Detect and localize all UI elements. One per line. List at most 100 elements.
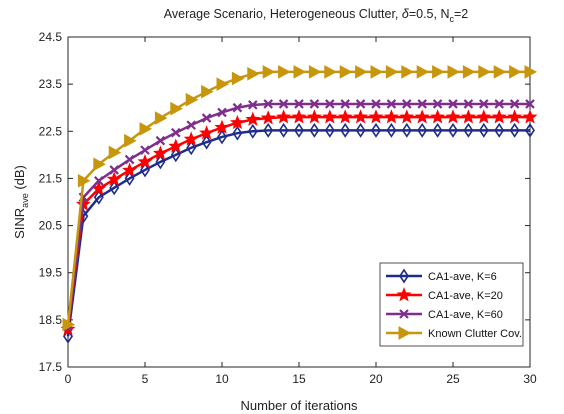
data-point <box>122 162 138 177</box>
data-point <box>493 65 507 79</box>
data-point <box>124 133 137 148</box>
legend-label: CA1-ave, K=20 <box>428 290 503 302</box>
y-tick-label: 19.5 <box>39 266 63 280</box>
data-point <box>414 109 430 124</box>
data-point <box>401 65 414 79</box>
data-point <box>386 99 397 109</box>
data-point <box>432 122 443 138</box>
data-point <box>463 99 474 109</box>
data-point <box>445 109 461 124</box>
data-point <box>276 109 292 124</box>
data-point <box>340 122 351 138</box>
data-point <box>494 122 505 138</box>
series-line <box>66 129 530 337</box>
data-point <box>155 154 166 170</box>
data-point <box>140 162 150 178</box>
data-point <box>291 109 307 124</box>
data-point <box>491 109 507 124</box>
series-2 <box>63 99 535 332</box>
data-point <box>260 110 276 125</box>
data-point <box>170 101 183 116</box>
axis-ticks: 0 5 10 15 20 25 30 17.5 18.5 19.5 20.5 21.5 22.5 23.5… <box>39 30 537 386</box>
data-point <box>201 84 214 99</box>
x-tick-label: 30 <box>523 372 537 386</box>
y-tick-label: 21.5 <box>39 171 63 185</box>
legend-entry: Known Clutter Cov. <box>386 326 522 340</box>
y-label-main: SINR <box>12 208 27 239</box>
y-tick-label: 18.5 <box>39 313 63 327</box>
x-axis-label: Number of iterations <box>240 398 358 413</box>
data-point <box>448 99 458 109</box>
legend-marker <box>399 268 409 284</box>
data-point <box>140 145 150 155</box>
data-point <box>355 99 366 109</box>
data-point <box>448 122 458 138</box>
data-point <box>494 99 504 109</box>
data-point <box>370 65 384 79</box>
data-point <box>245 111 261 126</box>
data-point <box>509 99 520 109</box>
data-point <box>293 65 307 79</box>
legend-label: Known Clutter Cov. <box>428 328 522 340</box>
data-point <box>462 65 476 79</box>
data-point <box>106 171 122 186</box>
y-axis-label: SINRave (dB) <box>12 165 30 239</box>
data-point <box>339 65 353 79</box>
data-point <box>401 122 412 138</box>
legend-marker <box>399 309 409 319</box>
data-point <box>93 157 106 172</box>
data-point <box>355 65 368 79</box>
series-layer <box>60 65 538 344</box>
data-point <box>294 122 304 138</box>
data-point <box>185 92 199 107</box>
title-delta-value: =0.5, N <box>409 7 450 21</box>
data-point <box>214 119 230 134</box>
title-nc-value: =2 <box>454 7 468 21</box>
data-point <box>308 65 322 79</box>
data-point <box>479 99 489 109</box>
data-point <box>353 109 369 124</box>
data-point <box>509 122 520 138</box>
data-point <box>525 122 535 138</box>
data-point <box>383 109 399 124</box>
data-point <box>124 170 135 186</box>
data-point <box>152 145 168 160</box>
data-point <box>109 165 119 175</box>
data-point <box>324 65 337 79</box>
data-point <box>417 99 427 109</box>
data-point <box>137 154 153 169</box>
data-point <box>525 99 535 109</box>
data-point <box>294 99 304 109</box>
data-point <box>217 107 227 118</box>
series-3 <box>62 65 538 332</box>
legend-marker <box>396 287 412 302</box>
data-point <box>201 134 212 150</box>
data-point <box>430 109 446 124</box>
data-point <box>77 173 91 188</box>
data-point <box>507 109 523 124</box>
y-tick-label: 23.5 <box>39 77 63 91</box>
data-point <box>522 109 538 124</box>
data-point <box>509 65 522 79</box>
data-point <box>186 140 197 156</box>
data-point <box>278 99 289 109</box>
data-point <box>62 317 76 332</box>
y-tick-label: 20.5 <box>39 219 63 233</box>
data-point <box>447 65 461 79</box>
data-point <box>355 122 366 138</box>
legend-entry: CA1-ave, K=6 <box>386 268 497 284</box>
y-tick-label: 22.5 <box>39 124 63 138</box>
data-point <box>371 99 381 109</box>
x-tick-label: 5 <box>142 372 149 386</box>
data-point <box>263 99 273 109</box>
data-point <box>386 122 397 138</box>
data-point <box>139 122 153 136</box>
legend-marker <box>398 326 412 340</box>
data-point <box>109 180 120 196</box>
data-point <box>263 122 274 138</box>
data-point <box>432 99 443 109</box>
data-point <box>248 100 258 110</box>
data-point <box>217 129 227 145</box>
data-point <box>93 189 104 205</box>
